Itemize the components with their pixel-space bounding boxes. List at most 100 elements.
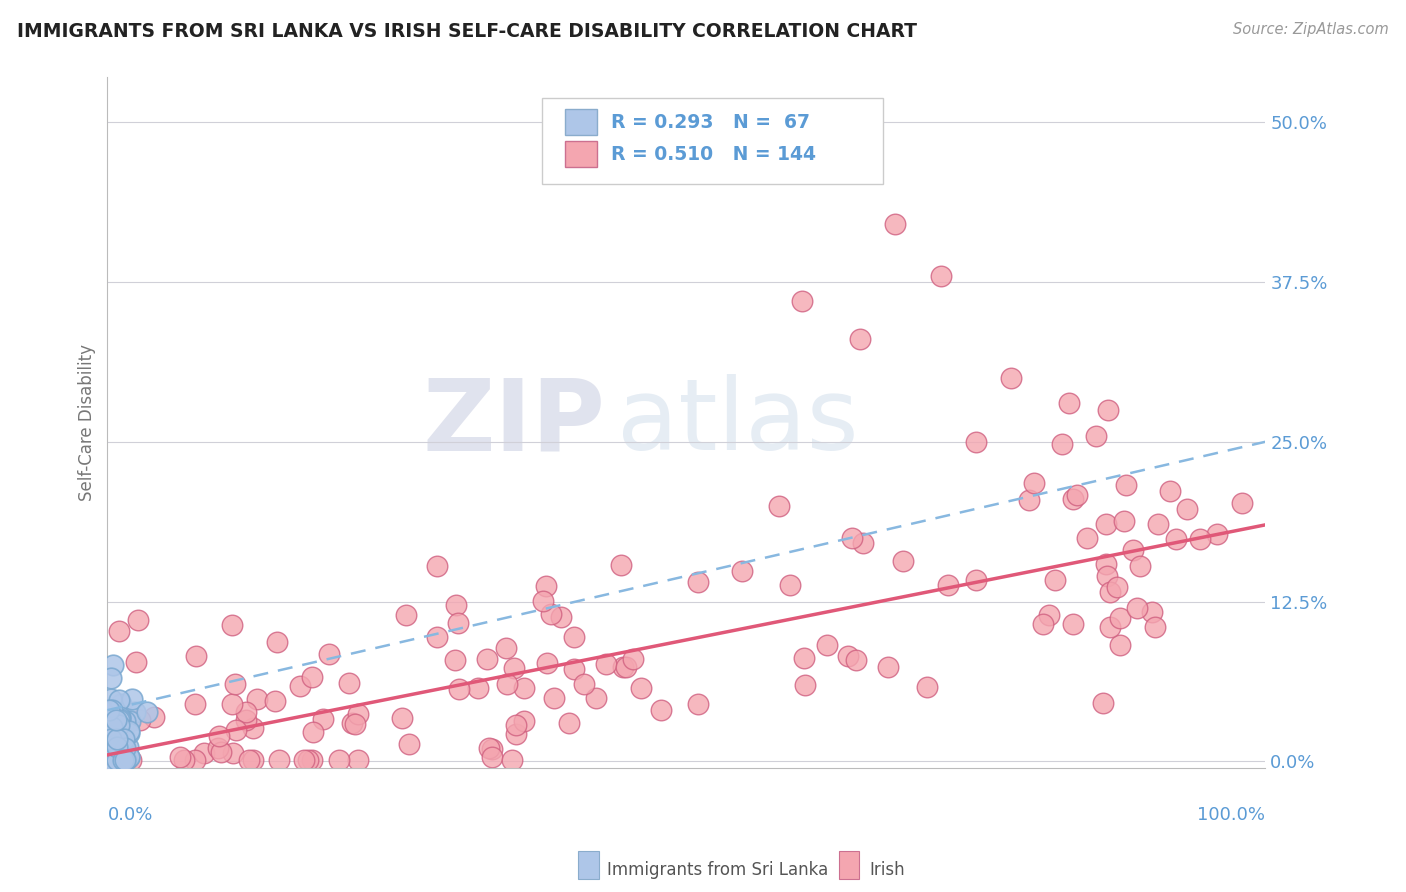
Point [481, 742, 503, 756]
Point [108, 710, 131, 724]
Point [505, 718, 527, 732]
Point [111, 731, 134, 745]
Point [876, 660, 898, 674]
Point [1095, 558, 1118, 572]
Point [100, 753, 122, 767]
Point [1018, 493, 1040, 508]
Point [101, 753, 124, 767]
Point [143, 710, 166, 724]
Y-axis label: Self-Care Disability: Self-Care Disability [79, 344, 96, 501]
Point [1112, 514, 1135, 528]
Point [328, 753, 350, 767]
Point [609, 558, 631, 573]
Point [107, 718, 129, 732]
Point [426, 559, 449, 574]
Point [1115, 478, 1137, 492]
Point [301, 670, 323, 684]
Point [124, 706, 146, 720]
Point [621, 652, 644, 666]
Point [444, 653, 467, 667]
Point [104, 744, 127, 758]
Point [1189, 532, 1212, 546]
Point [731, 564, 754, 578]
Point [108, 753, 131, 767]
Point [105, 732, 128, 747]
Point [1076, 532, 1098, 546]
Point [1038, 608, 1060, 623]
Point [266, 634, 288, 648]
Point [108, 727, 131, 741]
Point [242, 753, 264, 767]
Point [444, 599, 467, 613]
Point [481, 750, 503, 764]
Point [558, 716, 581, 731]
Point [135, 705, 157, 719]
Point [112, 739, 135, 754]
Point [496, 677, 519, 691]
Point [475, 651, 498, 665]
Point [1175, 502, 1198, 516]
Point [891, 554, 914, 568]
Point [97, 703, 120, 717]
Point [395, 607, 418, 622]
Point [1057, 396, 1080, 410]
Point [108, 692, 131, 706]
Point [1206, 526, 1229, 541]
Point [343, 717, 366, 731]
Point [630, 681, 652, 695]
Point [115, 747, 138, 761]
Point [101, 703, 124, 717]
Point [173, 753, 195, 767]
Point [292, 753, 315, 767]
Point [104, 753, 127, 767]
Point [1125, 601, 1147, 615]
Point [1142, 605, 1164, 619]
Point [505, 727, 527, 741]
Point [108, 624, 131, 638]
Point [169, 750, 191, 764]
Point [184, 698, 207, 712]
Point [108, 712, 131, 726]
Point [1062, 492, 1084, 507]
Point [1097, 403, 1119, 417]
Point [501, 753, 523, 767]
Point [1129, 558, 1152, 573]
Point [1091, 696, 1114, 710]
Point [543, 691, 565, 706]
Point [502, 661, 524, 675]
Point [1000, 371, 1022, 385]
Point [97, 728, 120, 742]
Point [1099, 584, 1122, 599]
Point [100, 717, 122, 731]
Point [108, 714, 131, 728]
Text: R = 0.510   N = 144: R = 0.510 N = 144 [612, 145, 815, 164]
Point [467, 681, 489, 695]
Point [792, 294, 814, 309]
Point [186, 648, 208, 663]
Point [118, 750, 141, 764]
Point [297, 753, 319, 767]
Point [1122, 543, 1144, 558]
Point [100, 692, 122, 706]
Point [512, 681, 534, 695]
Point [98, 725, 121, 739]
Text: 0.0%: 0.0% [107, 805, 153, 823]
Point [337, 676, 360, 690]
Point [540, 607, 562, 621]
Point [103, 714, 125, 728]
Point [426, 630, 449, 644]
FancyBboxPatch shape [541, 98, 883, 185]
Point [120, 753, 142, 767]
Bar [565, 109, 598, 135]
Point [562, 630, 585, 644]
Point [108, 728, 131, 742]
Point [100, 732, 122, 747]
Point [841, 531, 863, 545]
Point [318, 647, 340, 661]
Point [235, 713, 257, 727]
Point [1108, 638, 1130, 652]
Point [97, 723, 120, 738]
Point [347, 753, 370, 767]
Point [108, 739, 131, 753]
Point [98, 752, 121, 766]
